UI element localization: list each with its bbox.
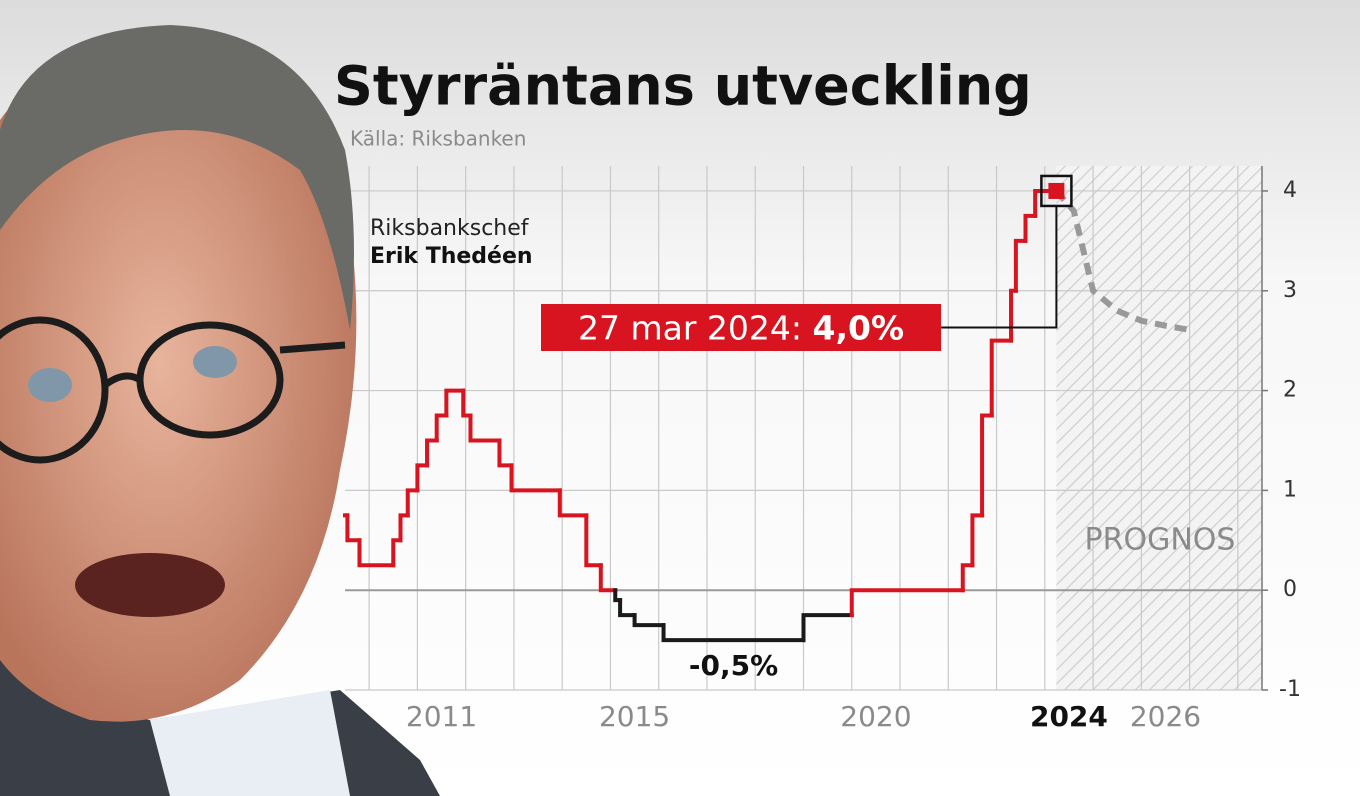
face — [0, 68, 357, 722]
rate-step — [849, 588, 965, 618]
y-tick-label: 4 — [1283, 178, 1297, 203]
glasses — [0, 316, 109, 464]
rate-step — [497, 438, 514, 468]
rate-step — [557, 488, 589, 518]
rate-step — [468, 413, 502, 443]
x-tick-label: 2015 — [599, 700, 670, 733]
rate-step — [970, 513, 985, 568]
forecast-label: PROGNOS — [1085, 523, 1236, 558]
y-tick-label: 1 — [1283, 477, 1297, 502]
shirt — [150, 690, 350, 796]
rate-step — [405, 488, 420, 518]
forecast-line — [1054, 188, 1195, 334]
hair — [0, 25, 354, 330]
plot-area: 4 3 2 1 0 -1 2011 2015 2020 2024 2026 PROGNOS -0,5% 2… — [343, 166, 1301, 733]
rate-step — [989, 338, 1014, 418]
rate-step — [434, 413, 449, 443]
x-tick-label: 2024 — [1030, 700, 1108, 733]
x-tick-label: 2011 — [406, 700, 477, 733]
rate-step — [618, 598, 637, 618]
rate-step — [345, 513, 362, 543]
y-tick-label: 3 — [1283, 278, 1297, 303]
rate-step — [509, 463, 562, 493]
eye — [193, 346, 237, 378]
x-tick-label: 2026 — [1130, 700, 1201, 733]
callout-text: 27 mar 2024: 4,0% — [578, 308, 904, 347]
callout-box — [541, 304, 941, 351]
rate-step — [801, 613, 854, 643]
callout-leader — [941, 205, 1058, 329]
rate-step — [584, 513, 603, 568]
rate-step — [1013, 238, 1028, 293]
y-tick-label: 2 — [1283, 378, 1297, 403]
y-tick-label: -1 — [1279, 677, 1301, 702]
eye — [28, 368, 72, 402]
rate-step — [598, 563, 618, 593]
rate-step — [1023, 213, 1038, 243]
rate-step — [357, 538, 396, 568]
callout-value: 4,0% — [812, 308, 904, 347]
last-point — [1048, 182, 1065, 199]
y-tick-label: 0 — [1283, 577, 1297, 602]
photo-caption-name: Erik Thedéen — [370, 244, 533, 269]
callout-date: 27 mar 2024: — [578, 308, 802, 347]
forecast-region — [1056, 166, 1262, 690]
chart-title: Styrräntans utveckling — [334, 55, 1032, 118]
rate-step — [391, 538, 403, 568]
portrait — [0, 25, 440, 796]
x-tick-label: 2020 — [840, 700, 911, 733]
rate-step — [425, 438, 439, 468]
rate-step — [661, 623, 806, 643]
photo-caption-role: Riksbankschef — [370, 216, 530, 241]
rate-step — [415, 463, 430, 493]
rate-step — [960, 563, 975, 593]
rate-step — [398, 513, 410, 543]
min-label: -0,5% — [689, 649, 778, 682]
rate-step — [461, 388, 473, 418]
rate-step — [980, 413, 994, 518]
glasses-bridge — [102, 341, 346, 388]
source: Källa: Riksbanken — [350, 127, 526, 151]
callout-frame — [1040, 174, 1073, 208]
mouth — [75, 553, 225, 617]
rate-step — [444, 388, 466, 418]
rate-step — [632, 613, 666, 628]
